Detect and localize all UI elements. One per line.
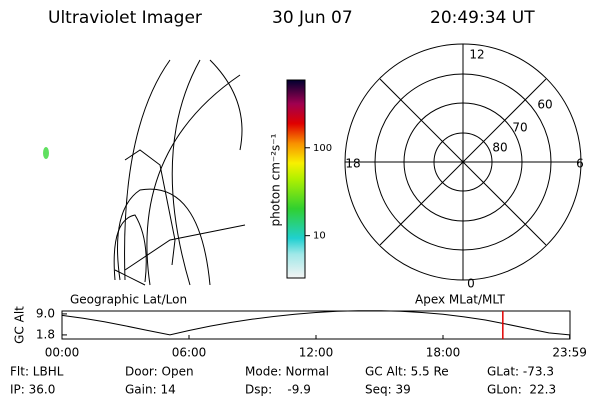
x-tick-label: 06:00 — [172, 346, 207, 360]
status-field: IP: 36.0 — [10, 383, 55, 397]
map-label: Apex MLat/MLT — [415, 293, 505, 307]
date: 30 Jun 07 — [272, 8, 353, 28]
status-field: Door: Open — [125, 365, 194, 379]
altitude-line — [61, 310, 570, 336]
status-field: Gain: 14 — [125, 383, 176, 397]
status-field: Dsp: -9.9 — [245, 383, 311, 397]
colorbar — [286, 79, 306, 279]
lat-label: 70 — [512, 121, 527, 135]
y-tick-label: 9.0 — [36, 306, 55, 320]
colorbar-label: photon cm⁻²s⁻¹ — [269, 133, 283, 226]
lat-label: 60 — [537, 98, 552, 112]
x-tick-label: 18:00 — [426, 346, 461, 360]
status-field: GLon: 22.3 — [487, 383, 556, 397]
y-axis-label: GC Alt — [13, 306, 27, 344]
status-field: Seq: 39 — [365, 383, 411, 397]
map — [43, 59, 246, 286]
plot-frame — [61, 310, 571, 340]
x-tick-label: 00:00 — [45, 346, 80, 360]
colorbar-tick-label: 10 — [313, 231, 326, 242]
mlt-label: 0 — [467, 277, 475, 291]
x-tick-label: 12:00 — [299, 346, 334, 360]
x-tick-label: 23:59 — [552, 346, 587, 360]
time: 20:49:34 UT — [430, 8, 535, 28]
polar-grid — [344, 43, 582, 281]
status-field: GLat: -73.3 — [487, 365, 554, 379]
mlt-label: 6 — [576, 157, 584, 171]
mlt-label: 12 — [469, 48, 484, 62]
status-field: GC Alt: 5.5 Re — [365, 365, 449, 379]
title: Ultraviolet Imager — [48, 8, 202, 28]
colorbar-tick-label: 100 — [313, 143, 332, 154]
map-label: Geographic Lat/Lon — [70, 293, 187, 307]
y-tick-label: 1.8 — [36, 327, 55, 341]
lat-label: 80 — [492, 141, 507, 155]
status-field: Mode: Normal — [245, 365, 329, 379]
mlt-label: 18 — [345, 157, 360, 171]
status-field: Flt: LBHL — [10, 365, 64, 379]
